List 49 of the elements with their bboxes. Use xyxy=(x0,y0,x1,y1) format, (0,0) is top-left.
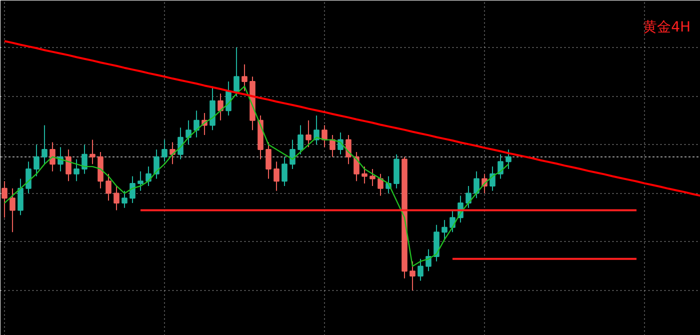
candlestick xyxy=(266,142,272,180)
candlestick xyxy=(322,124,328,148)
candlestick xyxy=(282,156,288,186)
candlestick xyxy=(306,120,312,148)
chart-title: 黄金4H xyxy=(643,20,691,36)
candlestick xyxy=(194,110,200,138)
candlestick xyxy=(42,124,48,165)
candlestick xyxy=(66,149,72,182)
candlestick xyxy=(74,158,80,182)
candlestick xyxy=(170,142,176,165)
candlestick xyxy=(506,149,512,170)
candlestick xyxy=(466,185,472,208)
candlestick xyxy=(290,139,296,170)
candlestick xyxy=(298,124,304,155)
candlestick xyxy=(442,220,448,240)
candlestick xyxy=(50,142,56,172)
candlestick xyxy=(370,168,376,186)
candlestick xyxy=(490,166,496,192)
candlestick xyxy=(354,151,360,182)
candlestick xyxy=(474,170,480,199)
candlestick xyxy=(314,114,320,146)
candlestick xyxy=(34,144,40,177)
candlestick xyxy=(2,180,8,218)
candlestick xyxy=(234,46,240,97)
candlestick xyxy=(18,178,24,216)
candlestick xyxy=(26,161,32,194)
candlestick xyxy=(106,173,112,202)
candlestick xyxy=(450,210,456,233)
candlestick xyxy=(218,93,224,121)
candlestick xyxy=(274,161,280,192)
candlestick xyxy=(90,139,96,165)
candlestick xyxy=(162,139,168,162)
candlestick xyxy=(418,258,424,282)
candlestick xyxy=(186,120,192,146)
candlestick xyxy=(498,154,504,180)
candlestick xyxy=(82,144,88,174)
candlestick xyxy=(346,134,352,165)
candlestick xyxy=(122,190,128,208)
candlestick xyxy=(242,64,248,92)
candlestick xyxy=(378,173,384,196)
candlestick xyxy=(362,166,368,184)
candlestick xyxy=(410,260,416,292)
candlestick xyxy=(154,149,160,180)
candlestick xyxy=(330,134,336,158)
candlestick xyxy=(10,188,16,233)
candlestick xyxy=(130,176,136,204)
candlestick xyxy=(138,170,144,192)
candlestick xyxy=(178,127,184,160)
candlestick xyxy=(114,185,120,211)
